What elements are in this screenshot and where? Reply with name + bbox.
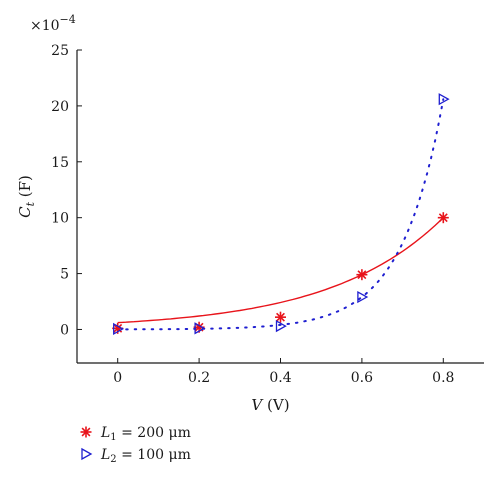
data-point-series-1 <box>275 311 286 323</box>
data-point-series-2 <box>113 322 125 336</box>
fit-curve-series-2 <box>116 98 445 331</box>
x-tick-label: 0.8 <box>432 370 454 386</box>
fit-curve-series-1 <box>117 217 444 324</box>
x-tick-label: 0 <box>113 370 122 386</box>
y-tick-label: 5 <box>60 267 69 283</box>
y-tick-label: 0 <box>60 322 69 338</box>
data-point-series-2 <box>357 290 369 304</box>
x-axis-label: V (V) <box>251 396 289 414</box>
y-axis-label: Ct (F) <box>16 175 37 218</box>
fit-curves <box>116 98 445 331</box>
data-point-series-2 <box>275 320 287 333</box>
legend: L1 = 200 μm L2 = 100 μm <box>80 425 191 465</box>
data-point-series-1 <box>356 269 368 281</box>
y-tick-label: 10 <box>51 211 69 227</box>
legend-marker-series-1 <box>80 426 92 438</box>
y-tick-label: 25 <box>51 43 69 59</box>
y-multiplier: ×10−4 <box>30 13 76 34</box>
legend-label-series-1: L1 = 200 μm <box>100 425 191 443</box>
x-tick-label: 0.4 <box>269 370 291 386</box>
axes <box>76 49 484 364</box>
y-tick-label: 20 <box>51 99 69 115</box>
data-markers <box>112 93 450 336</box>
legend-marker-series-2 <box>81 447 93 461</box>
y-tick-label: 15 <box>51 155 69 171</box>
data-point-series-2 <box>194 322 206 335</box>
axis-labels: 0 0.2 0.4 0.6 0.8 0 5 10 15 20 25 ×10−4 V (V) Ct (F) <box>16 13 454 414</box>
data-point-series-1 <box>437 212 449 224</box>
legend-label-series-2: L2 = 100 μm <box>100 447 191 465</box>
x-tick-label: 0.2 <box>188 370 210 386</box>
data-point-series-2 <box>438 93 450 106</box>
x-tick-label: 0.6 <box>351 370 373 386</box>
